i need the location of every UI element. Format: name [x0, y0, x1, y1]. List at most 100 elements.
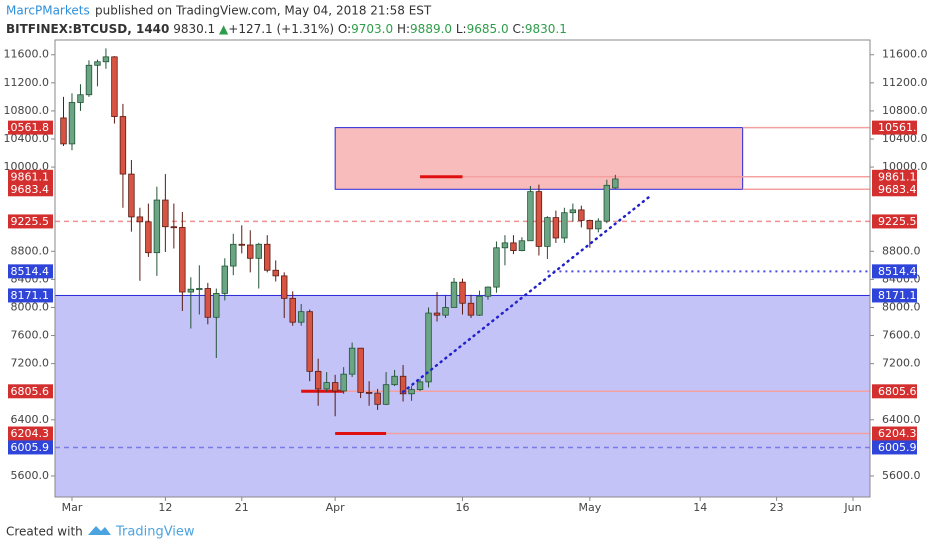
price-label-bg	[8, 288, 53, 303]
candle-body	[510, 242, 517, 251]
price-label-bg	[872, 169, 917, 184]
y-tick-label: 8000.0	[882, 300, 921, 313]
candle-body	[213, 293, 220, 318]
candle-body	[153, 199, 161, 254]
author[interactable]: MarcPMarkets	[6, 4, 90, 18]
candle-body	[501, 242, 509, 249]
y-tick-label: 7200.0	[11, 357, 50, 370]
h-label: H:	[397, 22, 410, 36]
price-label: 9683.4	[878, 183, 917, 196]
candle-body	[578, 209, 585, 221]
y-tick-label: 10800.0	[4, 104, 50, 117]
last: 9830.1	[173, 22, 215, 36]
candle-body	[561, 212, 568, 239]
change: +127.1 (+1.31%)	[228, 22, 334, 36]
candle-body	[450, 281, 458, 308]
zone	[334, 127, 744, 190]
candle-body	[314, 370, 322, 390]
candle-body	[459, 281, 466, 304]
candle-body	[196, 288, 203, 290]
o-label: O:	[338, 22, 351, 36]
price-label-bg	[872, 120, 917, 135]
y-tick-label: 8800.0	[882, 244, 921, 257]
candle-body	[476, 295, 483, 316]
candle-body	[535, 191, 543, 247]
candle-body	[484, 286, 492, 297]
price-label-bg	[872, 440, 917, 455]
x-tick-label: 16	[456, 501, 470, 514]
candle-body	[119, 116, 127, 175]
y-tick-label: 7600.0	[11, 329, 50, 342]
price-label: 9861.1	[11, 170, 50, 183]
price-label: 6805.6	[11, 385, 50, 398]
price-label: 10561.8	[878, 121, 924, 134]
price-label: 8514.4	[878, 265, 917, 278]
candle-body	[518, 240, 526, 251]
candle-body	[102, 56, 110, 63]
candle-body	[136, 216, 144, 223]
price-label-bg	[8, 440, 53, 455]
candle-body	[493, 247, 500, 288]
candle-body	[331, 382, 339, 392]
price-label-bg	[8, 120, 53, 135]
candle-body	[94, 61, 101, 66]
candle-body	[408, 389, 415, 395]
price-label-bg	[8, 264, 53, 279]
l: 9685.0	[467, 22, 509, 36]
candle-body	[527, 191, 534, 242]
y-tick-label: 5600.0	[11, 469, 50, 482]
c: 9830.1	[525, 22, 567, 36]
candle-body	[247, 244, 254, 259]
x-tick-label: May	[578, 501, 601, 514]
price-label: 9225.5	[878, 215, 917, 228]
footer-brand[interactable]: TradingView	[115, 525, 195, 540]
price-label-bg	[8, 426, 53, 441]
candle-body	[323, 382, 330, 390]
candle-body	[85, 64, 93, 96]
y-tick-label: 5600.0	[882, 469, 921, 482]
price-label: 10561.8	[4, 121, 50, 134]
price-label: 6805.6	[878, 385, 917, 398]
price-label: 8171.1	[11, 289, 50, 302]
price-label-bg	[872, 426, 917, 441]
candle-body	[145, 221, 152, 254]
candle-body	[204, 288, 212, 318]
candle-body	[374, 392, 381, 405]
price-label: 6005.9	[878, 441, 917, 454]
price-label-bg	[8, 182, 53, 197]
price-label-bg	[872, 264, 917, 279]
candle-body	[612, 178, 619, 189]
price-label: 9225.5	[11, 215, 50, 228]
y-tick-label: 11600.0	[4, 48, 50, 61]
candle-body	[162, 199, 169, 228]
candle-body	[281, 275, 288, 299]
x-tick-label: Jun	[843, 501, 861, 514]
candle-body	[603, 184, 611, 222]
candle-body	[68, 102, 76, 145]
price-label: 9683.4	[11, 183, 50, 196]
price-label: 6204.3	[11, 427, 50, 440]
x-tick-label: 21	[235, 501, 249, 514]
x-tick-label: 23	[770, 501, 784, 514]
y-tick-label: 8800.0	[11, 244, 50, 257]
candle-body	[467, 302, 475, 316]
zone	[54, 294, 871, 498]
footer-created: Created with	[6, 525, 83, 539]
candle-body	[255, 243, 262, 259]
quote-line: BITFINEX:BTCUSD, 1440 9830.1 ▲+127.1 (+1…	[6, 22, 567, 36]
c-label: C:	[512, 22, 524, 36]
price-label: 6005.9	[11, 441, 50, 454]
price-label-bg	[8, 169, 53, 184]
symbol: BITFINEX:BTCUSD, 1440	[6, 22, 169, 36]
published: published on TradingView.com, May 04, 20…	[95, 4, 432, 18]
price-label-bg	[8, 214, 53, 229]
price-label: 8171.1	[878, 289, 917, 302]
candle-body	[552, 217, 560, 239]
candle-body	[238, 243, 245, 246]
candle-body	[306, 311, 313, 372]
candle-body	[382, 384, 390, 405]
candle-body	[297, 311, 305, 323]
arrow: ▲	[219, 22, 229, 36]
candle-body	[340, 373, 347, 392]
y-tick-label: 10000.0	[4, 160, 50, 173]
